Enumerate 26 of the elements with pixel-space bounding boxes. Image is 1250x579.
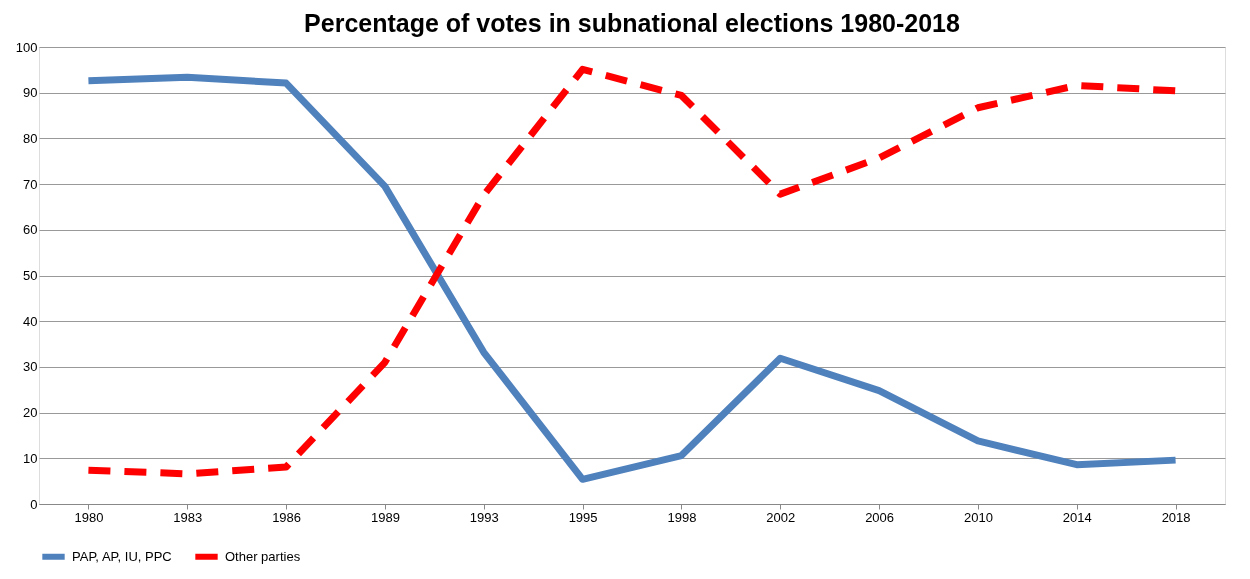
y-tick-label: 100 [15,39,38,55]
y-tick-label: 30 [23,359,38,375]
y-tick-label: 40 [23,313,38,329]
y-tick-label: 70 [23,176,38,192]
x-tick-label: 2010 [963,509,993,525]
x-tick-label: 1989 [370,509,400,525]
x-tick-label: 1993 [469,509,499,525]
y-tick-label: 0 [30,496,38,512]
legend-label: Other parties [225,548,301,564]
y-tick-label: 10 [23,450,38,466]
x-tick-label: 1995 [568,509,598,525]
y-tick-label: 90 [23,85,38,101]
y-tick-label: 60 [23,222,38,238]
x-tick-label: 1998 [667,509,697,525]
x-tick-label: 2018 [1161,509,1191,525]
legend-label: PAP, AP, IU, PPC [72,548,172,564]
y-tick-label: 20 [23,405,38,421]
chart-title: Percentage of votes in subnational elections 1980-2018 [304,9,960,37]
x-tick-label: 1986 [272,509,302,525]
y-tick-label: 50 [23,268,38,283]
x-tick-label: 2006 [865,509,895,525]
y-tick-label: 80 [23,130,38,146]
x-tick-label: 1980 [74,509,104,525]
x-tick-label: 2014 [1062,509,1092,525]
x-tick-label: 2002 [766,509,796,525]
x-tick-label: 1983 [173,509,203,525]
